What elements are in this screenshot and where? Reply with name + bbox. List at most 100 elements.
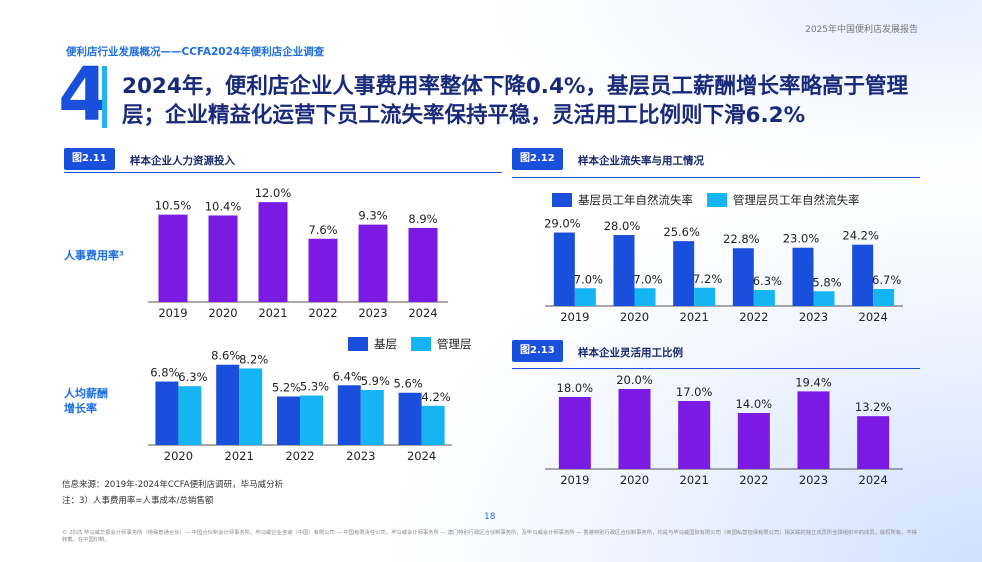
personnel_cost_rate-value-label-0-2019: 10.5% bbox=[155, 199, 192, 213]
fig-2-13-rule bbox=[512, 368, 920, 369]
page-headline: 2024年，便利店企业人事费用率整体下降0.4%，基层员工薪酬增长率略高于管理层… bbox=[122, 74, 908, 128]
turnover_rate-value-label-0-2021: 25.6% bbox=[663, 225, 700, 239]
fig-2-13-title: 样本企业灵活用工比例 bbox=[578, 347, 683, 359]
salary_growth-bar-0-2020 bbox=[155, 381, 179, 445]
footnote: 注：3）人事费用率=人事成本/总销售额 bbox=[62, 496, 214, 506]
personnel-rate-label: 人事费用率³ bbox=[64, 249, 124, 262]
salary_growth-value-label-0-2022: 5.2% bbox=[272, 380, 301, 394]
salary-growth-label-line2: 增长率 bbox=[64, 402, 97, 415]
flexible_employment-tick-2021: 2021 bbox=[680, 473, 709, 487]
turnover_rate-bar-0-2021 bbox=[673, 241, 695, 306]
salary_growth-value-label-1-2021: 8.2% bbox=[239, 352, 268, 366]
salary_growth-value-label-1-2024: 4.2% bbox=[421, 390, 450, 404]
turnover-legend: 基层员工年自然流失率 管理层员工年自然流失率 bbox=[552, 192, 874, 208]
turnover_rate-bar-1-2023 bbox=[813, 291, 835, 306]
personnel_cost_rate-bar-0-2021 bbox=[258, 202, 288, 302]
salary_growth-value-label-0-2020: 6.8% bbox=[150, 366, 179, 380]
turnover_rate-tick-2021: 2021 bbox=[680, 310, 709, 324]
flexible_employment-value-label-0-2022: 14.0% bbox=[736, 397, 773, 411]
salary_growth-tick-2020: 2020 bbox=[164, 449, 193, 463]
turnover_rate-bar-0-2020 bbox=[613, 235, 635, 306]
salary_growth-bar-0-2024 bbox=[398, 392, 422, 445]
salary_growth-tick-2022: 2022 bbox=[285, 449, 314, 463]
personnel_cost_rate-value-label-0-2023: 9.3% bbox=[358, 209, 387, 223]
salary_growth-value-label-0-2024: 5.6% bbox=[393, 377, 422, 391]
salary_growth-bar-0-2023 bbox=[337, 385, 361, 445]
legend-swatch-mgmt-turnover bbox=[707, 193, 727, 207]
turnover_rate-bar-0-2022 bbox=[732, 248, 754, 306]
personnel_cost_rate-bar-0-2020 bbox=[208, 215, 238, 302]
flexible_employment-value-label-0-2021: 17.0% bbox=[676, 385, 713, 399]
background-glow-top bbox=[482, 0, 982, 180]
turnover_rate-value-label-0-2019: 29.0% bbox=[544, 217, 581, 231]
turnover_rate-value-label-0-2022: 22.8% bbox=[723, 232, 760, 246]
fig-2-11-title: 样本企业人力资源投入 bbox=[130, 155, 235, 167]
footer-disclaimer: © 2025 毕马威华振会计师事务所（特殊普通合伙）— 中国合伙制会计师事务所，… bbox=[62, 530, 917, 543]
personnel_cost_rate-tick-2020: 2020 bbox=[208, 306, 237, 320]
personnel_cost_rate-bar-0-2019 bbox=[158, 214, 188, 302]
turnover_rate-tick-2023: 2023 bbox=[799, 310, 828, 324]
legend-swatch-base bbox=[348, 337, 368, 351]
personnel_cost_rate-value-label-0-2021: 12.0% bbox=[255, 186, 292, 200]
flexible_employment-bar-0-2022 bbox=[737, 413, 770, 469]
legend-mgmt-label: 管理层 bbox=[437, 337, 472, 351]
personnel_cost_rate-tick-2024: 2024 bbox=[408, 306, 437, 320]
salary_growth-value-label-1-2020: 6.3% bbox=[178, 370, 207, 384]
turnover_rate-value-label-1-2022: 6.3% bbox=[753, 274, 782, 288]
salary-growth-chart: 6.8%6.3% 2020 8.6%8.2% 2021 5.2%5.3% 2022 6.4%… bbox=[148, 349, 452, 463]
fig-2-11-rule bbox=[64, 172, 502, 173]
turnover_rate-bar-1-2024 bbox=[873, 289, 895, 306]
personnel_cost_rate-tick-2023: 2023 bbox=[358, 306, 387, 320]
salary_growth-tick-2021: 2021 bbox=[225, 449, 254, 463]
turnover_rate-value-label-1-2023: 5.8% bbox=[812, 275, 841, 289]
salary_growth-value-label-0-2021: 8.6% bbox=[211, 349, 240, 363]
fig-2-11-label: 图2.11 bbox=[64, 148, 115, 170]
flexible_employment-tick-2020: 2020 bbox=[620, 473, 649, 487]
flexible_employment-tick-2022: 2022 bbox=[739, 473, 768, 487]
salary_growth-bar-1-2023 bbox=[360, 389, 384, 445]
legend-mgmt-turnover-label: 管理层员工年自然流失率 bbox=[733, 193, 860, 207]
chapter-accent-bar bbox=[102, 66, 107, 128]
flexible_employment-tick-2024: 2024 bbox=[859, 473, 888, 487]
turnover_rate-bar-1-2020 bbox=[634, 288, 656, 306]
turnover_rate-bar-0-2019 bbox=[553, 232, 575, 306]
personnel_cost_rate-bar-0-2023 bbox=[358, 224, 388, 302]
fig-2-12-rule bbox=[512, 177, 920, 178]
personnel_cost_rate-value-label-0-2020: 10.4% bbox=[205, 199, 242, 213]
salary_growth-value-label-1-2022: 5.3% bbox=[300, 380, 329, 394]
salary_growth-value-label-0-2023: 6.4% bbox=[333, 369, 362, 383]
turnover_rate-value-label-0-2020: 28.0% bbox=[604, 219, 641, 233]
turnover_rate-value-label-1-2021: 7.2% bbox=[693, 272, 722, 286]
salary-growth-label-line1: 人均薪酬 bbox=[64, 387, 108, 400]
turnover_rate-value-label-0-2024: 24.2% bbox=[842, 229, 879, 243]
flexible_employment-bar-0-2021 bbox=[678, 401, 711, 469]
turnover_rate-value-label-0-2023: 23.0% bbox=[783, 232, 820, 246]
turnover_rate-value-label-1-2020: 7.0% bbox=[633, 272, 662, 286]
turnover_rate-value-label-1-2019: 7.0% bbox=[574, 272, 603, 286]
legend-base-label: 基层 bbox=[374, 337, 397, 351]
fig-2-12-label: 图2.12 bbox=[512, 148, 563, 170]
chapter-number: 4 bbox=[58, 52, 110, 138]
flexible_employment-bar-0-2024 bbox=[857, 416, 890, 469]
turnover_rate-tick-2020: 2020 bbox=[620, 310, 649, 324]
salary_growth-bar-0-2021 bbox=[216, 364, 240, 445]
personnel_cost_rate-bar-0-2022 bbox=[308, 238, 338, 302]
turnover_rate-tick-2019: 2019 bbox=[560, 310, 589, 324]
turnover_rate-bar-1-2021 bbox=[694, 287, 716, 306]
flexible_employment-bar-0-2020 bbox=[618, 389, 651, 469]
turnover_rate-bar-0-2023 bbox=[792, 247, 814, 306]
section-title: 便利店行业发展概况——CCFA2024年便利店企业调查 bbox=[66, 46, 325, 58]
source-note: 信息来源：2019年-2024年CCFA便利店调研，毕马威分析 bbox=[62, 480, 284, 490]
salary_growth-tick-2024: 2024 bbox=[407, 449, 436, 463]
personnel_cost_rate-value-label-0-2022: 7.6% bbox=[308, 223, 337, 237]
turnover_rate-tick-2024: 2024 bbox=[859, 310, 888, 324]
legend-base-turnover-label: 基层员工年自然流失率 bbox=[578, 193, 693, 207]
personnel-rate-chart: 10.5% 2019 10.4% 2020 12.0% 2021 7.6% 2022 9.3% 2… bbox=[148, 186, 448, 320]
personnel_cost_rate-tick-2019: 2019 bbox=[158, 306, 187, 320]
turnover-chart: 29.0% 7.0% 2019 28.0% 7.0% 2020 25.6% 7.2% 2021 2… bbox=[544, 217, 903, 324]
turnover_rate-bar-1-2022 bbox=[753, 290, 775, 306]
turnover_rate-bar-1-2019 bbox=[574, 288, 596, 306]
flexible_employment-value-label-0-2023: 19.4% bbox=[795, 375, 832, 389]
flexible_employment-tick-2019: 2019 bbox=[560, 473, 589, 487]
personnel_cost_rate-value-label-0-2024: 8.9% bbox=[408, 212, 437, 226]
